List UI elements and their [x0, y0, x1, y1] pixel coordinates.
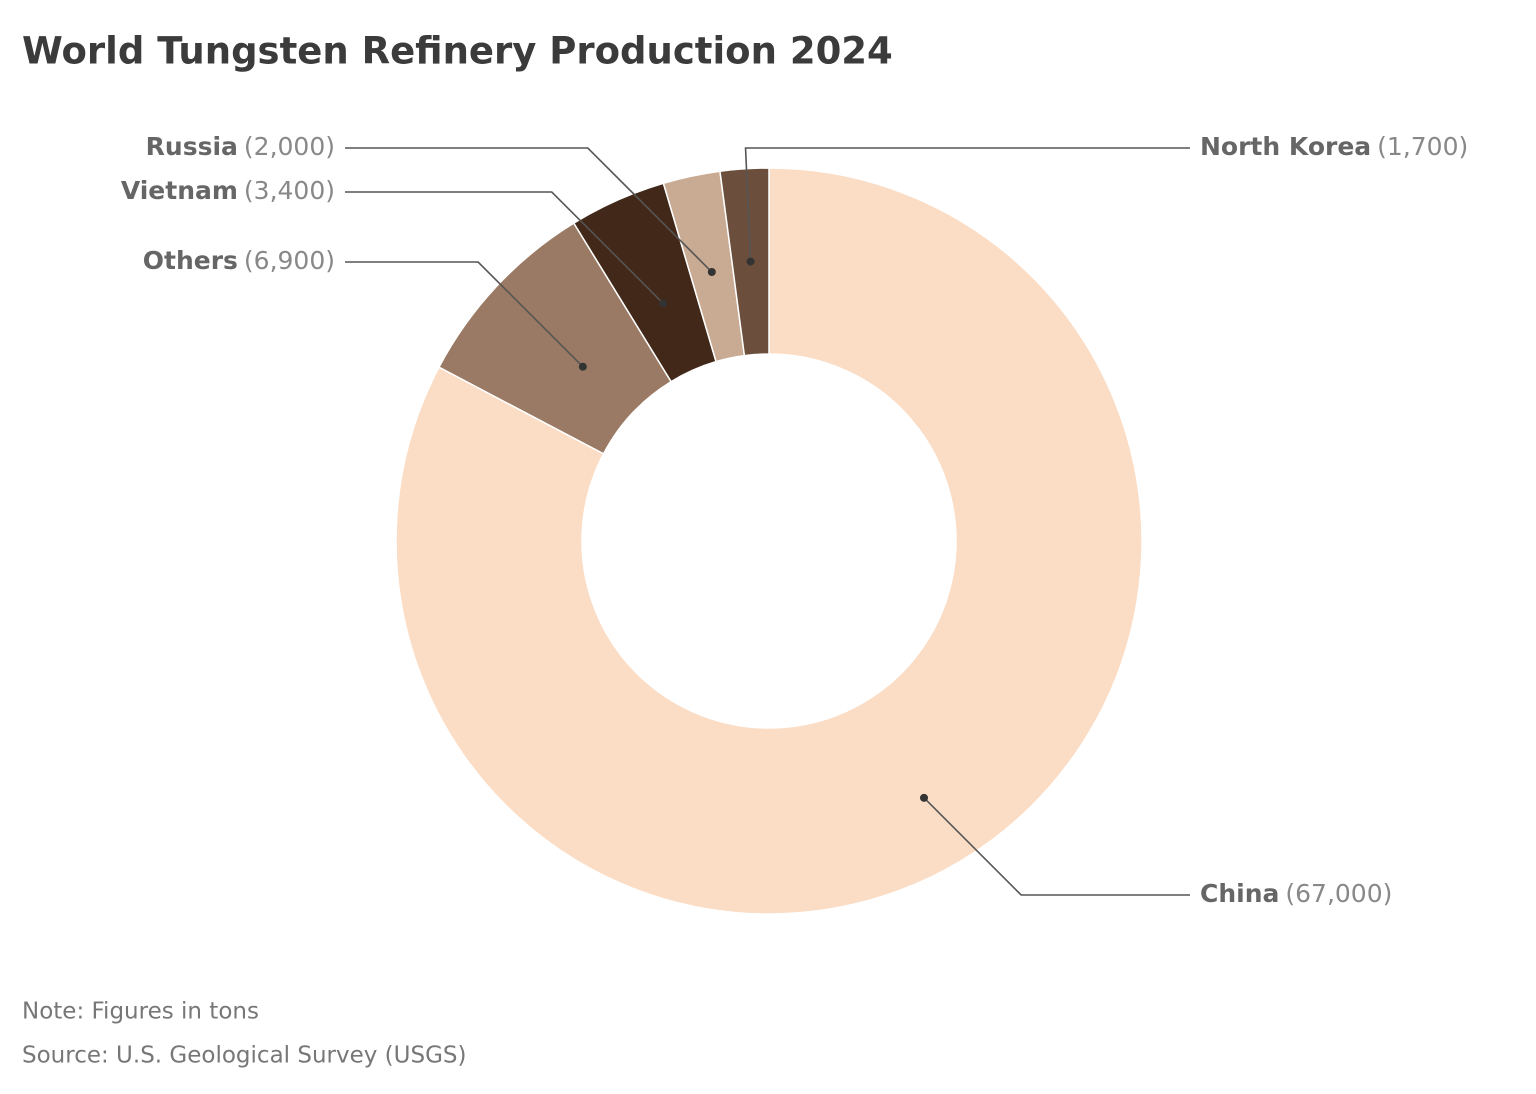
leader-line — [923, 797, 1190, 896]
label-value: (67,000) — [1285, 879, 1392, 908]
label-name: Others — [143, 246, 238, 275]
slice-label: China (67,000) — [1200, 879, 1392, 908]
source: Source: U.S. Geological Survey (USGS) — [22, 1043, 466, 1069]
leader-dot — [578, 362, 587, 371]
donut-slice — [395, 167, 1143, 915]
label-name: Vietnam — [121, 176, 238, 205]
leader-line — [345, 191, 664, 305]
label-value: (2,000) — [244, 132, 335, 161]
chart-title: World Tungsten Refinery Production 2024 — [22, 30, 893, 73]
label-name: North Korea — [1200, 132, 1371, 161]
label-name: China — [1200, 879, 1279, 908]
leader-dot — [920, 793, 929, 802]
label-value: (6,900) — [244, 246, 335, 275]
donut-slice — [719, 167, 770, 357]
slice-label: Vietnam (3,400) — [121, 176, 335, 205]
slice-label: Russia (2,000) — [146, 132, 335, 161]
slice-label: Others (6,900) — [143, 246, 335, 275]
slice-label: North Korea (1,700) — [1200, 132, 1468, 161]
label-value: (3,400) — [244, 176, 335, 205]
leader-line — [744, 147, 1190, 262]
label-name: Russia — [146, 132, 238, 161]
label-value: (1,700) — [1377, 132, 1468, 161]
note: Note: Figures in tons — [22, 999, 259, 1025]
leader-line — [345, 147, 713, 273]
leader-dot — [746, 257, 755, 266]
leader-dot — [707, 268, 716, 277]
leader-line — [345, 261, 584, 368]
leader-dot — [659, 299, 668, 308]
